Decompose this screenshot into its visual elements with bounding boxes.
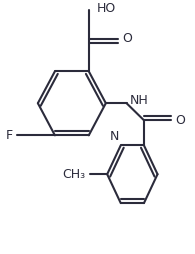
Text: CH₃: CH₃ [62, 168, 85, 181]
Text: F: F [6, 129, 13, 142]
Text: NH: NH [129, 94, 148, 107]
Text: HO: HO [97, 2, 116, 15]
Text: N: N [109, 130, 119, 143]
Text: O: O [175, 114, 185, 127]
Text: O: O [123, 32, 133, 45]
